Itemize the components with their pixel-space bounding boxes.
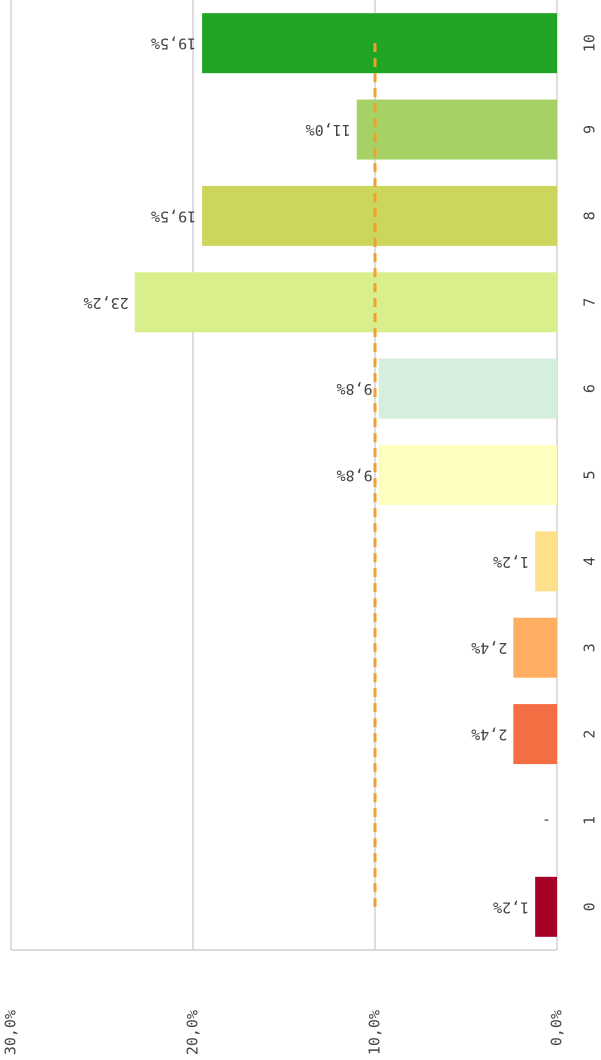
data-label: 19,5% [151,207,196,225]
bar [535,531,557,592]
data-label: 1,2% [493,553,529,571]
bar [535,876,557,937]
data-label: 1,2% [493,898,529,916]
data-label: 19,5% [151,35,196,53]
data-label: 2,4% [471,639,507,657]
data-label: 23,2% [84,294,129,312]
bar [202,185,557,246]
data-label: 9,8% [337,380,373,398]
x-tick-label: 20,0% [184,1010,202,1055]
y-tick-label: 0 [581,902,599,911]
bar [513,704,557,765]
bar [356,99,557,160]
y-tick-label: 9 [581,125,599,134]
data-label: 2,4% [471,726,507,744]
x-tick-label: 30,0% [2,1010,20,1055]
y-tick-label: 4 [581,557,599,566]
y-tick-label: 3 [581,643,599,652]
data-label: 9,8% [337,467,373,485]
data-label: - [542,812,551,830]
y-tick-label: 1 [581,816,599,825]
bar [202,13,557,74]
data-label: 11,0% [306,121,351,139]
bar [513,617,557,678]
bar [378,358,557,419]
y-tick-label: 7 [581,298,599,307]
y-tick-label: 8 [581,211,599,220]
x-tick-label: 10,0% [366,1010,384,1055]
bar [134,272,557,333]
y-tick-label: 2 [581,730,599,739]
y-tick-label: 5 [581,470,599,479]
x-tick-label: 0,0% [548,1010,566,1046]
y-tick-label: 10 [581,34,599,52]
bar [378,445,557,505]
y-tick-label: 6 [581,384,599,393]
